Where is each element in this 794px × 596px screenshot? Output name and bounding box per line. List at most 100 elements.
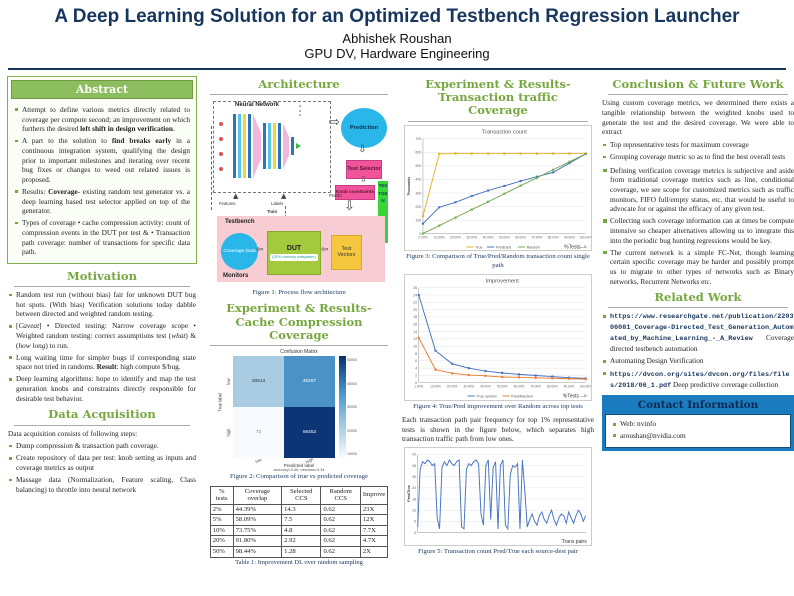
svg-text:70.00%: 70.00% [532, 235, 543, 239]
list-item: Long waiting time for simpler bugs if co… [8, 353, 196, 372]
traffic-coverage-heading: Experiment & Results-Transaction traffic… [408, 77, 588, 122]
up-arrow-icon: ▲ [233, 192, 239, 201]
svg-text:200: 200 [415, 204, 421, 208]
svg-text:10.00%: 10.00% [430, 384, 441, 388]
column-4: Conclusion & Future Work Using custom co… [600, 73, 794, 573]
table-header-row: % tests Coverage overlap Selected CCS Rando… [209, 485, 389, 505]
testbench-label: Testbench [225, 219, 255, 226]
contact-list[interactable]: Web: nvinfo aroushan@nvidia.com [610, 419, 786, 440]
conclusion-heading: Conclusion & Future Work [608, 77, 788, 96]
data-acquisition-intro: Data acquisition consists of following s… [8, 428, 138, 438]
list-item: Web: nvinfo [612, 419, 784, 429]
left-arrow-icon: ⇦ [256, 245, 264, 256]
svg-text:80.00%: 80.00% [547, 384, 558, 388]
improvement-table: % tests Coverage overlap Selected CCS Rando… [209, 485, 389, 558]
abstract-list: Attempt to define various metrics direct… [12, 105, 192, 257]
svg-text:%Tests -->: %Tests --> [563, 393, 587, 399]
prediction-node: Prediction [341, 108, 387, 149]
conclusion-intro: Using custom coverage metrics, we determ… [602, 98, 794, 137]
figure4-chart: 0 2 4 6 8 10 12 14 16 18 20 22 24 26 1.00% 10.00% 20.00%… [404, 274, 592, 401]
svg-text:18: 18 [412, 497, 416, 501]
related-work-list: https://www.researchgate.net/publication… [600, 311, 794, 390]
svg-text:40.00%: 40.00% [483, 235, 494, 239]
down-arrow-icon: ⇩ [344, 199, 355, 215]
nn-input-node [219, 137, 223, 142]
figure4-caption: Figure 4: True/Pred improvement over Ran… [413, 402, 583, 410]
poster-title: A Deep Learning Solution for an Optimize… [54, 6, 740, 27]
svg-text:40.00%: 40.00% [480, 384, 491, 388]
column-1: Abstract Attempt to define various metri… [6, 73, 198, 573]
test-selector-box: Test Selector [346, 160, 382, 180]
motivation-heading: Motivation [14, 269, 190, 287]
table-row: 50% 98.44% 1.28 0.62 2X [209, 546, 389, 558]
svg-text:700: 700 [415, 136, 421, 140]
dut-sublabel: (GPU memory subsystem) [270, 254, 318, 261]
svg-text:24: 24 [413, 293, 417, 297]
nn-input-node [219, 122, 223, 127]
monitors-label: Monitors [223, 273, 249, 280]
predict-arrow-icon: ⇨ [329, 115, 340, 131]
svg-text:42: 42 [412, 453, 416, 457]
process-flow-diagram: Neural Network ● ● ● ⇨ Prediction [209, 98, 389, 288]
nn-layers [233, 113, 325, 179]
svg-text:100.00%: 100.00% [579, 384, 591, 388]
list-item: Attempt to define various metrics direct… [14, 105, 190, 134]
list-item: Automating Design Verification [602, 356, 794, 366]
svg-text:60.00%: 60.00% [515, 235, 526, 239]
list-item: Collecting such coverage information can… [602, 216, 794, 245]
svg-text:20: 20 [413, 308, 417, 312]
architecture-heading: Architecture [210, 77, 388, 96]
svg-text:Predicted: Predicted [496, 245, 511, 249]
down-arrow-icon: ⇩ [358, 144, 367, 156]
nn-mini-legend: ● ● ● [299, 104, 302, 118]
motivation-list: Random test run (without bias) fair for … [6, 290, 198, 403]
labels-label: Labels [271, 201, 284, 207]
list-item: Create repository of data per test: knob… [8, 453, 196, 472]
contact-body: Web: nvinfo aroushan@nvidia.com [605, 414, 791, 449]
table-row: 10% 73.75% 4.8 0.62 7.7X [209, 524, 389, 537]
test-vectors-box: Test Vectors [331, 235, 362, 271]
svg-text:50.00%: 50.00% [497, 384, 508, 388]
neural-network-label: Neural Network [235, 102, 280, 109]
svg-text:12: 12 [412, 509, 416, 513]
svg-text:20.00%: 20.00% [447, 384, 458, 388]
svg-text:90.00%: 90.00% [564, 235, 575, 239]
svg-text:16: 16 [413, 323, 417, 327]
svg-text:0.00%: 0.00% [418, 235, 427, 239]
cache-coverage-heading: Experiment & Results-Cache Compression C… [210, 302, 388, 347]
figure5-caption: Figure 5: Transaction count Pred/True ea… [417, 548, 579, 556]
svg-text:Improvement: Improvement [486, 278, 520, 284]
svg-text:14: 14 [413, 330, 417, 334]
svg-text:18: 18 [413, 315, 417, 319]
list-item: https://dvcon.org/sites/dvcon.org/files/… [602, 369, 794, 391]
svg-text:24: 24 [412, 486, 416, 490]
list-item: Dump compression & transaction path cove… [8, 441, 196, 451]
table1-caption: Table 1: Improvement DL over random samp… [235, 558, 363, 566]
coverage-data-node: Coverage Data [221, 233, 258, 271]
svg-text:36: 36 [412, 464, 416, 468]
svg-text:400: 400 [415, 177, 421, 181]
svg-text:0: 0 [414, 531, 416, 535]
left-arrow-icon: ⇦ [321, 245, 329, 256]
list-item: Grouping coverage metric so as to find t… [602, 152, 794, 162]
svg-text:Pred/Random: Pred/Random [511, 394, 533, 398]
svg-text:%Tests-->: %Tests--> [564, 244, 587, 250]
column-3: Experiment & Results-Transaction traffic… [400, 73, 596, 573]
nn-input-node [219, 167, 223, 172]
list-item: Types of coverage • cache compression ac… [14, 218, 190, 257]
list-item: Random test run (without bias) fair for … [8, 290, 196, 319]
figure3-caption: Figure 3: Comparison of True/Pred/Random… [406, 253, 590, 269]
svg-text:10.00%: 10.00% [434, 235, 445, 239]
contact-heading: Contact Information [637, 399, 759, 412]
list-item: Top representative tests for maximum cov… [602, 140, 794, 150]
figure1-caption: Figure 1: Process flow architecture [252, 289, 346, 297]
table-row: 2% 44.39% 14.3 0.62 23X [209, 503, 389, 516]
author-name: Abhishek Roushan [342, 30, 452, 46]
figure5-chart: 0 6 12 18 24 30 36 42 Pred/True Trans pairs [404, 447, 592, 547]
confusion-matrix-figure: Confusion Matrix True label low high 30613 45… [217, 349, 358, 473]
svg-text:22: 22 [413, 301, 417, 305]
svg-text:1.00%: 1.00% [414, 384, 423, 388]
svg-text:100.00%: 100.00% [579, 235, 591, 239]
contact-section: Contact Information Web: nvinfo aroushan@… [602, 395, 794, 452]
svg-text:80.00%: 80.00% [548, 235, 559, 239]
